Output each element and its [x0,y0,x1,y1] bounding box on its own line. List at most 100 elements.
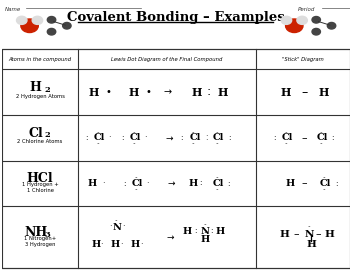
Text: ··: ·· [216,141,219,146]
Text: ··: ·· [319,141,323,146]
Text: H: H [129,87,139,98]
Text: –: – [293,229,299,239]
Text: :: : [121,135,124,141]
Text: H: H [319,87,329,98]
Text: ··: ·· [322,175,326,180]
Text: H: H [285,179,294,188]
Text: 2 Chlorine Atoms: 2 Chlorine Atoms [18,139,63,144]
Text: H: H [306,240,316,249]
Text: 1 Nitrogen+
3 Hydrogen: 1 Nitrogen+ 3 Hydrogen [24,236,56,247]
Text: 2 Hydrogen Atoms: 2 Hydrogen Atoms [15,93,64,99]
Text: :: : [228,135,230,141]
Text: :: : [273,135,275,141]
Text: ··: ·· [134,187,138,192]
Circle shape [327,22,336,29]
Text: Name: Name [5,7,21,12]
Text: Cl: Cl [130,133,141,142]
Text: :: : [194,228,196,234]
Text: 1 Hydrogen +
1 Chlorine: 1 Hydrogen + 1 Chlorine [22,182,58,193]
Text: →: → [163,87,171,97]
Text: ·: · [140,240,142,249]
Text: H: H [111,240,120,249]
Text: H: H [131,240,140,249]
Text: Cl: Cl [132,179,143,188]
Text: ··: ·· [215,187,219,192]
Text: :: : [335,180,337,186]
Text: ·: · [108,133,110,142]
Text: H: H [216,227,225,236]
Text: ··: ·· [133,141,136,146]
Text: "Stick" Diagram: "Stick" Diagram [282,57,324,62]
Text: Cl: Cl [213,133,224,142]
Text: H: H [191,87,202,98]
Text: N: N [112,222,121,231]
Text: ··: ·· [192,130,196,135]
Text: 2: 2 [45,131,50,139]
Text: :: : [181,135,183,141]
Text: ··: ·· [284,130,288,135]
Text: –: – [302,179,308,189]
Text: NH: NH [24,226,48,239]
Bar [2,49,350,268]
Text: ·: · [144,133,147,142]
Text: →: → [167,233,174,242]
Text: –: – [302,133,308,143]
Text: :: : [205,133,208,142]
Text: ··: ·· [319,130,323,135]
Text: Cl: Cl [28,127,43,140]
Text: •: • [106,87,112,97]
Text: H: H [200,235,209,244]
Text: Cl: Cl [213,179,224,188]
Text: Covalent Bonding – Examples: Covalent Bonding – Examples [67,11,285,24]
Text: Lewis Dot Diagram of the Final Compound: Lewis Dot Diagram of the Final Compound [111,57,223,62]
Text: H: H [89,87,99,98]
Text: ·: · [122,222,124,231]
Text: H: H [324,230,334,238]
Text: ·: · [100,240,103,249]
Text: H: H [88,179,97,188]
Text: ··: ·· [115,218,119,223]
Text: H: H [218,87,228,98]
Circle shape [21,19,38,33]
Text: ··: ·· [96,141,100,146]
Text: →: → [168,179,175,188]
Text: :: : [331,135,334,141]
Text: ·: · [146,179,148,188]
Text: N: N [304,230,314,238]
Circle shape [312,17,321,23]
Text: HCl: HCl [27,172,53,185]
Text: Period: Period [298,7,315,12]
Circle shape [297,16,307,24]
Text: :: : [199,180,202,186]
Text: H: H [30,81,42,94]
Text: H: H [183,227,192,236]
Text: ·: · [109,222,112,231]
Text: ··: ·· [134,175,138,180]
Text: Cl: Cl [189,133,201,142]
Text: ··: ·· [216,130,219,135]
Circle shape [286,19,303,33]
Circle shape [47,28,56,35]
Text: :: : [206,85,210,98]
Text: 2: 2 [45,86,50,93]
Text: ··: ·· [284,141,288,146]
Text: H: H [91,240,100,249]
Text: Cl: Cl [320,179,331,188]
Text: 3: 3 [45,231,50,239]
Text: N: N [200,227,209,236]
Circle shape [32,16,43,24]
Circle shape [281,16,292,24]
Text: →: → [165,133,173,142]
Text: :: : [210,228,213,234]
Text: ··: ·· [96,130,100,135]
Text: Cl: Cl [282,133,293,142]
Text: Atoms in the compound: Atoms in the compound [8,57,72,62]
Circle shape [63,22,71,29]
Text: ··: ·· [133,130,136,135]
Text: :: : [228,180,230,186]
Text: H: H [280,230,290,238]
Text: ··: ·· [192,141,196,146]
Text: –: – [302,86,308,99]
Text: Cl: Cl [316,133,328,142]
Text: ··: ·· [307,224,311,229]
